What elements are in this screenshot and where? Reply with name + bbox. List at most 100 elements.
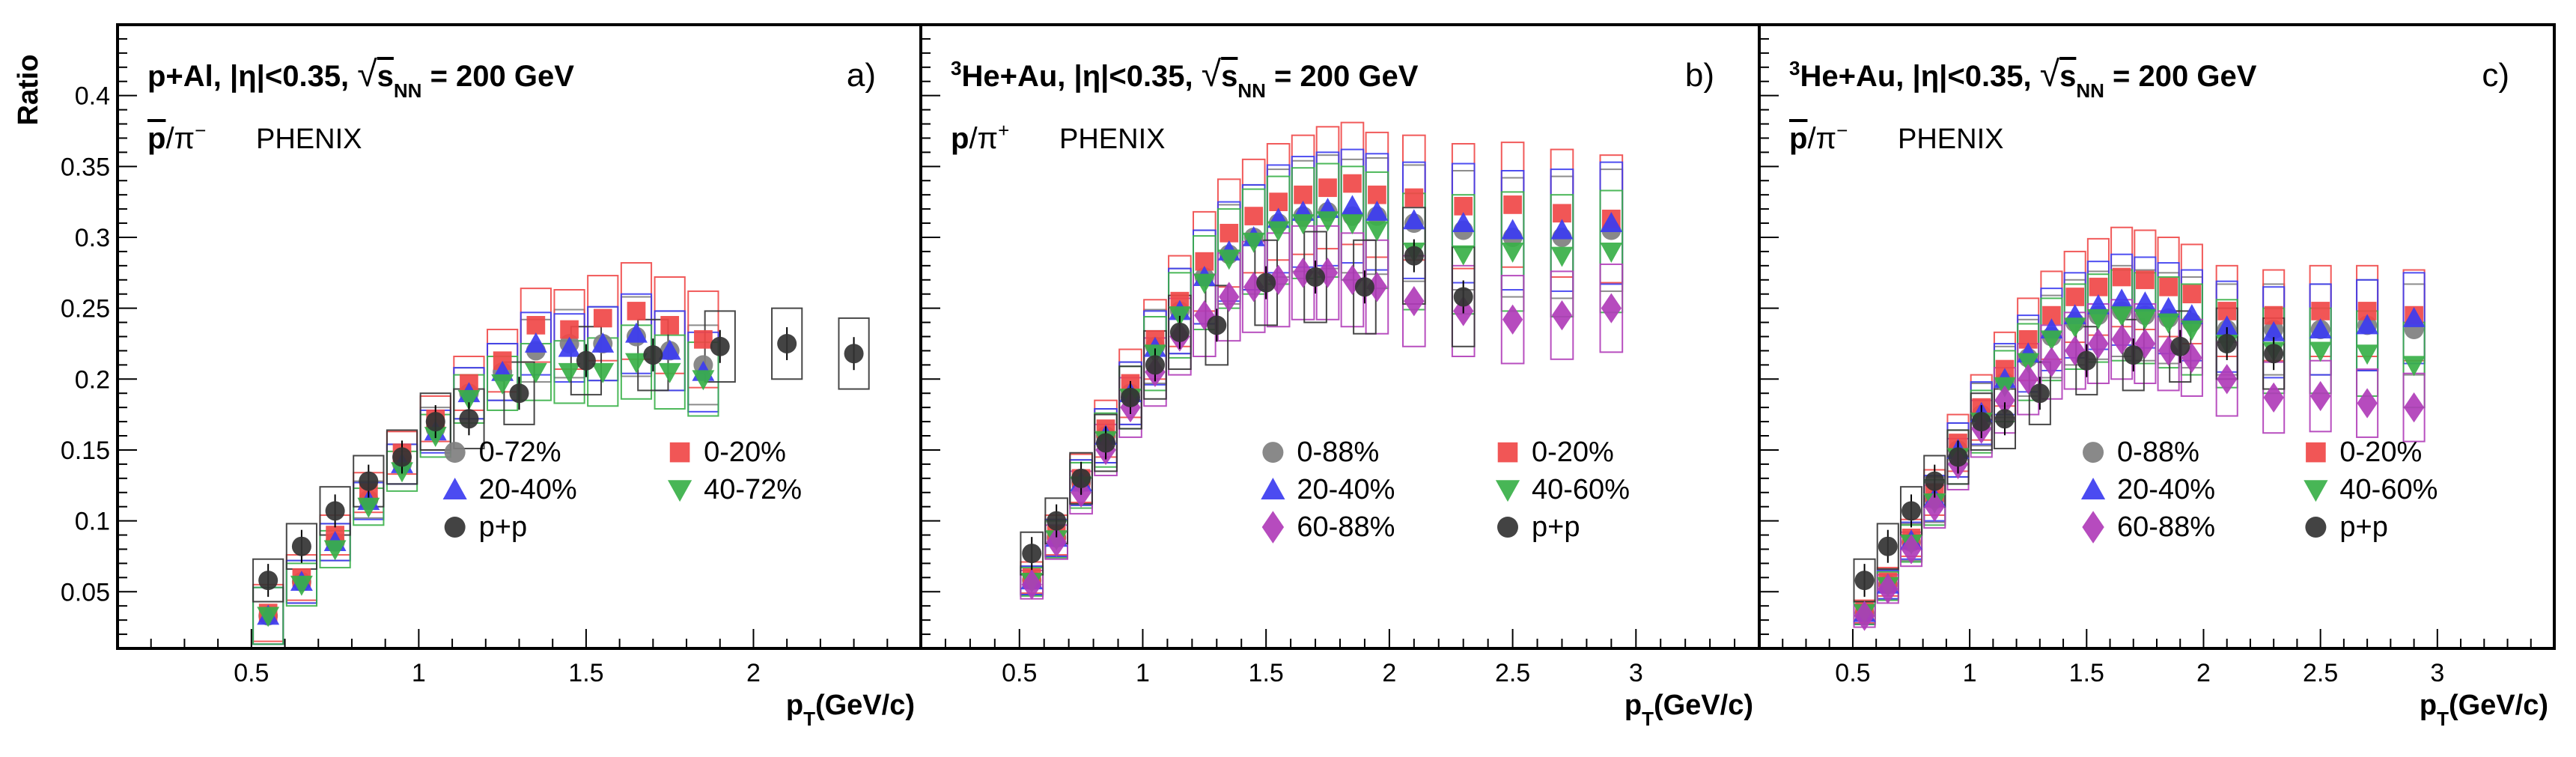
data-point — [658, 362, 681, 383]
series-0-20% — [1022, 174, 1621, 587]
panels: 0.5 1 1.5 2 0.05 0.1 0.15 0.2 0.25 0.3 0.35 0.4 pT(G… — [61, 23, 2556, 730]
data-point — [2262, 320, 2286, 341]
legend: 0-88% 0-20% 20-40% 40-60% 60-88% p+p — [2080, 437, 2438, 544]
data-point — [290, 575, 313, 596]
data-point — [1318, 178, 1337, 198]
data-point — [1453, 287, 1473, 307]
data-point — [1306, 267, 1326, 287]
data-point — [2170, 336, 2190, 356]
data-point — [2215, 315, 2238, 336]
data-point — [1291, 214, 1315, 234]
x-tick-label: 1.5 — [2069, 659, 2104, 687]
data-point — [1854, 571, 1875, 591]
x-tick-label: 2.5 — [1495, 659, 1530, 687]
systematic-box — [386, 429, 418, 485]
data-point — [2356, 344, 2379, 365]
data-point — [1256, 273, 1276, 293]
data-point — [357, 497, 380, 518]
data-point — [593, 308, 612, 328]
legend-label: 40-60% — [1532, 474, 1630, 505]
systematic-box — [1876, 523, 1899, 570]
data-point — [1342, 264, 1363, 295]
data-point — [359, 471, 379, 491]
y-tick-label: 0.25 — [61, 295, 110, 323]
data-point — [1924, 491, 1945, 522]
x-tick-label: 3 — [1629, 659, 1643, 687]
legend-label: 40-72% — [704, 474, 802, 505]
data-point — [2311, 302, 2330, 320]
data-point — [526, 316, 546, 335]
legend-marker — [2304, 480, 2328, 502]
data-point — [2088, 328, 2109, 359]
data-point — [524, 362, 547, 383]
experiment-label: PHENIX — [256, 124, 362, 155]
data-point — [457, 389, 481, 410]
y-tick-label: 0.15 — [61, 437, 110, 465]
data-point — [1404, 286, 1425, 317]
ratio-label: p/π− — [1789, 119, 1848, 155]
data-point — [1878, 536, 1898, 556]
data-point — [1501, 219, 1524, 240]
data-point — [558, 362, 581, 383]
legend-marker — [2306, 442, 2326, 463]
ratio-label: p/π− — [147, 119, 206, 155]
data-point — [1404, 188, 1424, 207]
experiment-label: PHENIX — [1059, 124, 1165, 155]
chart-panel: 0.5 1 1.5 2 2.5 3 pT(GeV/c) 3He+Au, |η|<0.35, √… — [1758, 23, 2556, 730]
data-point — [1343, 174, 1362, 193]
y-tick-label: 0.05 — [61, 578, 110, 606]
data-point — [1242, 232, 1265, 253]
chart-panel: 0.5 1 1.5 2 2.5 3 pT(GeV/c) 3He+Au, |η|<0.35, √… — [919, 23, 1761, 730]
data-point — [1551, 300, 1573, 331]
data-point — [1948, 447, 1968, 467]
data-point — [694, 329, 713, 349]
panel-letter: a) — [847, 57, 876, 94]
systematic-box — [419, 392, 451, 451]
legend-label: 0-88% — [1297, 437, 1379, 468]
data-point — [658, 339, 681, 360]
systematic-box — [1118, 365, 1142, 430]
data-point — [1207, 315, 1227, 335]
x-tick-label: 1 — [412, 659, 426, 687]
data-point — [2217, 333, 2237, 353]
data-point — [1316, 211, 1339, 232]
data-point — [1600, 212, 1623, 233]
data-point — [1501, 242, 1524, 263]
legend-marker — [669, 442, 690, 463]
data-point — [1878, 574, 1898, 604]
legend-label: p+p — [1532, 511, 1580, 543]
data-point — [1096, 433, 1116, 453]
legend-marker — [1261, 477, 1285, 499]
data-point — [1502, 304, 1523, 335]
legend-label: 0-88% — [2117, 437, 2199, 468]
data-point — [2134, 308, 2157, 329]
data-point — [625, 353, 648, 374]
legend-label: 20-40% — [1297, 474, 1395, 505]
systematic-box — [771, 307, 803, 380]
data-point — [2158, 335, 2179, 366]
data-point — [1994, 385, 2015, 416]
data-point — [1601, 293, 1622, 323]
data-point — [2264, 344, 2284, 364]
panel-letter: c) — [2482, 57, 2509, 94]
systematic-box — [1946, 429, 1970, 485]
legend-label: 20-40% — [479, 474, 577, 505]
data-point — [692, 370, 715, 391]
data-point — [258, 571, 278, 591]
systematic-boxes — [252, 262, 870, 645]
data-point — [1022, 544, 1042, 564]
data-point — [1021, 569, 1042, 600]
x-axis-label: pT(GeV/c) — [786, 690, 915, 730]
data-point — [2065, 288, 2085, 306]
data-point — [591, 332, 615, 353]
data-point — [524, 332, 547, 353]
x-tick-label: 2.5 — [2303, 659, 2338, 687]
legend-label: p+p — [479, 511, 527, 543]
data-point — [1047, 511, 1067, 531]
data-point — [1317, 258, 1339, 288]
systematic-box — [2356, 368, 2379, 438]
data-point — [2030, 383, 2050, 404]
legend-label: 0-20% — [704, 437, 786, 468]
data-point — [1854, 601, 1875, 631]
